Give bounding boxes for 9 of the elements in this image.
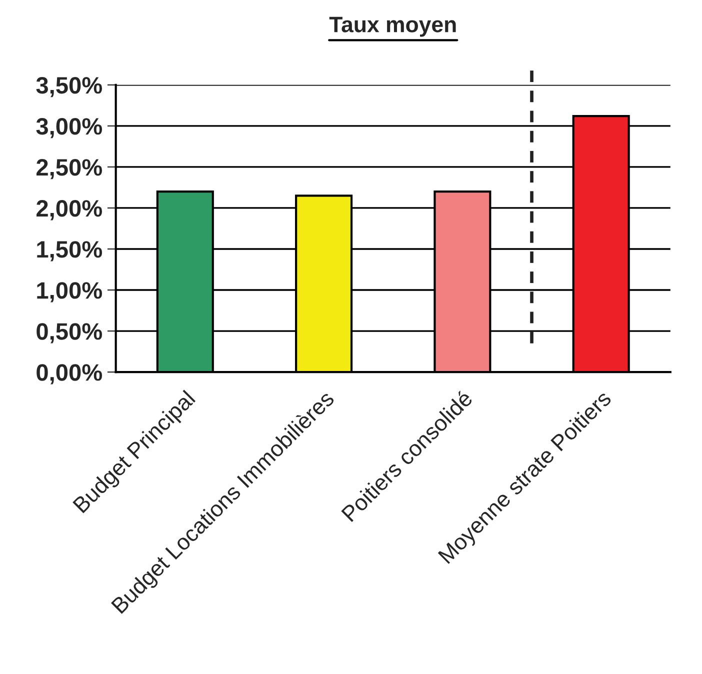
y-tick-label: 2,50% — [36, 159, 102, 180]
chart-title: Taux moyen — [329, 16, 456, 37]
y-tick-label: 0,00% — [36, 364, 102, 384]
y-tick-label: 3,50% — [36, 76, 102, 98]
y-tick-label: 1,50% — [37, 241, 102, 262]
y-tick-label: 0,50% — [36, 323, 102, 344]
y-tick-label: 3,00% — [36, 118, 102, 138]
y-tick-label: 1,00% — [37, 282, 102, 302]
y-tick-label: 2,00% — [36, 200, 102, 220]
